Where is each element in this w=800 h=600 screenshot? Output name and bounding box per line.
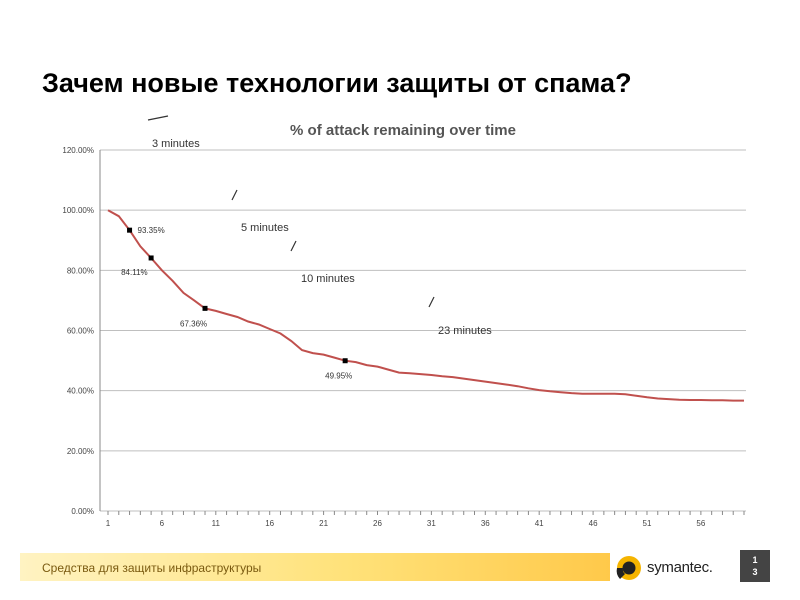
- symantec-logo: symantec.: [614, 553, 724, 583]
- x-tick-label: 1: [106, 519, 111, 528]
- y-tick-label: 60.00%: [67, 327, 94, 336]
- chart: 0.00% 20.00% 40.00% 60.00% 80.00% 100.00% 120.…: [62, 115, 746, 528]
- data-label: 84.11%: [121, 268, 148, 277]
- annotation-tick: [147, 115, 169, 121]
- slide-title: Зачем новые технологии защиты от спама?: [42, 68, 632, 98]
- x-tick-label: 36: [481, 519, 490, 528]
- annotation-10-minutes: 10 minutes: [301, 273, 355, 285]
- x-tick-label: 16: [265, 519, 274, 528]
- annotation-3-minutes: 3 minutes: [152, 138, 200, 150]
- x-tick-label: 26: [373, 519, 382, 528]
- annotation-23-minutes: 23 minutes: [438, 325, 492, 337]
- annotation-5-minutes: 5 minutes: [241, 222, 289, 234]
- x-tick-label: 41: [535, 519, 544, 528]
- y-tick-label: 40.00%: [67, 387, 94, 396]
- x-tick-label: 51: [643, 519, 652, 528]
- annotation-tick: [290, 240, 297, 252]
- series-line: [107, 209, 744, 402]
- page-number: 1 3: [740, 550, 770, 582]
- annotation-tick: [231, 189, 238, 201]
- data-point-marker: [148, 255, 154, 261]
- x-tick-label: 21: [319, 519, 328, 528]
- data-label: 67.36%: [180, 319, 207, 328]
- data-label: 49.95%: [325, 372, 352, 381]
- x-tick-label: 11: [212, 519, 221, 528]
- data-point-marker: [127, 227, 133, 233]
- y-tick-label: 20.00%: [67, 447, 94, 456]
- data-label: 93.35%: [138, 226, 165, 235]
- chart-title: % of attack remaining over time: [290, 122, 516, 139]
- y-tick-label: 120.00%: [62, 146, 94, 155]
- x-tick-label: 6: [160, 519, 165, 528]
- x-tick-label: 56: [696, 519, 705, 528]
- logo-text: symantec.: [647, 559, 713, 576]
- x-tick-label: 31: [427, 519, 436, 528]
- data-point-marker: [342, 358, 348, 364]
- y-tick-label: 80.00%: [67, 266, 94, 275]
- footer-text: Средства для защиты инфраструктуры: [42, 561, 262, 575]
- data-point-marker: [202, 305, 208, 311]
- annotation-tick: [428, 296, 435, 308]
- symantec-logo-icon: [616, 556, 641, 580]
- y-tick-label: 100.00%: [62, 206, 94, 215]
- y-tick-label: 0.00%: [71, 507, 94, 516]
- footer-bar: Средства для защиты инфраструктуры: [20, 553, 610, 581]
- x-tick-label: 46: [589, 519, 598, 528]
